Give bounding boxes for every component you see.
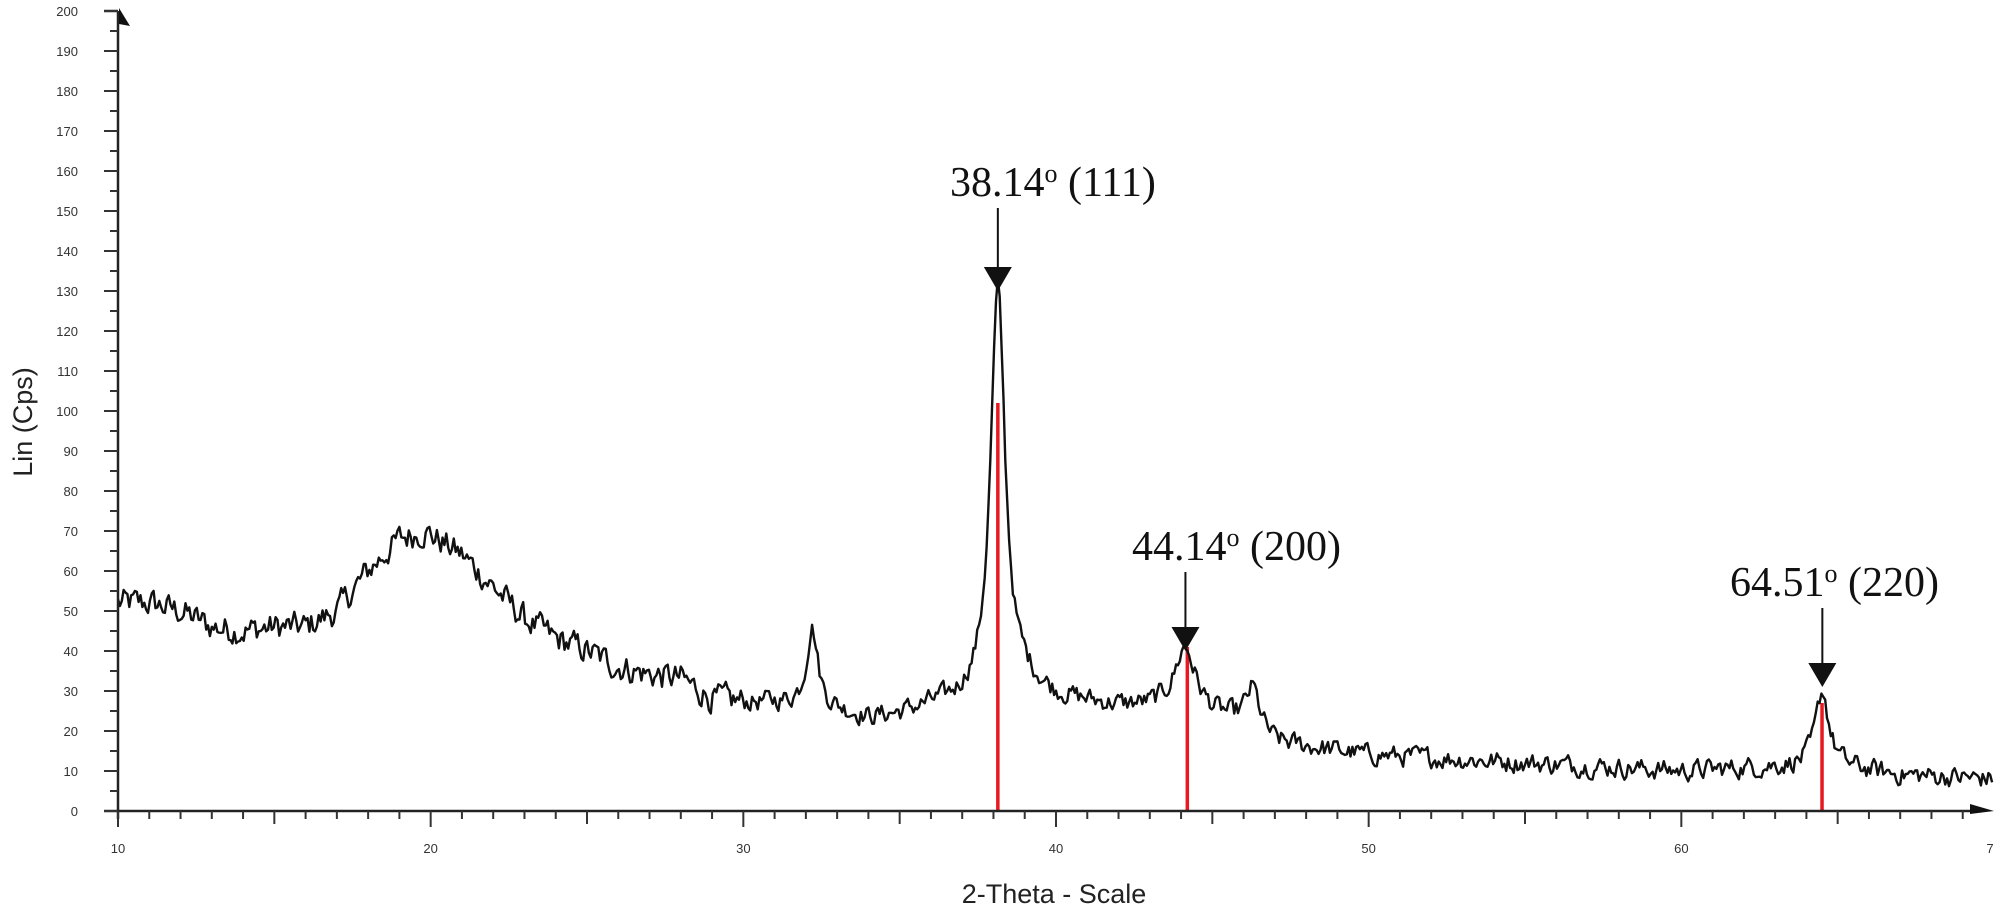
annotation-label: 44.14o (200) bbox=[1132, 523, 1341, 570]
annotation-label: 64.51o (220) bbox=[1730, 559, 1939, 606]
y-axis-arrow-icon bbox=[119, 8, 130, 26]
y-axis-ticks: 0 10 20 30 40 50 60 70 80 90 100 110 120 130 140 150 160… bbox=[56, 4, 118, 819]
peak-annotation: 38.14o (111) bbox=[950, 159, 1156, 291]
down-arrow-icon bbox=[983, 267, 1012, 291]
y-tick-label: 130 bbox=[56, 284, 78, 299]
x-tick-label: 60 bbox=[1674, 841, 1688, 856]
x-tick-label: 10 bbox=[111, 841, 125, 856]
reference-lines bbox=[996, 403, 1824, 811]
y-tick-label: 20 bbox=[64, 724, 78, 739]
peak-annotation: 64.51o (220) bbox=[1730, 559, 1939, 687]
data-series-line bbox=[116, 277, 1994, 788]
y-tick-label: 40 bbox=[64, 644, 78, 659]
y-tick-label: 80 bbox=[64, 484, 78, 499]
y-tick-label: 160 bbox=[56, 164, 78, 179]
peak-annotations: 38.14o (111) 44.14o (200) 64.51o (220) bbox=[950, 159, 1939, 687]
down-arrow-icon bbox=[1171, 627, 1200, 651]
x-tick-label: 40 bbox=[1049, 841, 1063, 856]
axes bbox=[104, 8, 1994, 819]
y-tick-label: 110 bbox=[57, 364, 78, 379]
x-tick-label: 50 bbox=[1361, 841, 1375, 856]
y-tick-label: 60 bbox=[64, 564, 78, 579]
y-tick-label: 50 bbox=[64, 604, 78, 619]
x-axis-title: 2-Theta - Scale bbox=[962, 879, 1147, 909]
y-tick-label: 120 bbox=[56, 324, 78, 339]
x-axis-ticks: 10 20 30 40 50 60 7 bbox=[111, 811, 1994, 856]
y-tick-label: 10 bbox=[64, 764, 78, 779]
y-tick-label: 170 bbox=[56, 124, 78, 139]
x-tick-label: 30 bbox=[736, 841, 750, 856]
down-arrow-icon bbox=[1808, 663, 1837, 687]
y-tick-label: 150 bbox=[56, 204, 78, 219]
y-tick-label: 70 bbox=[64, 524, 78, 539]
x-tick-label: 7 bbox=[1986, 841, 1993, 856]
y-tick-label: 90 bbox=[64, 444, 78, 459]
y-tick-label: 180 bbox=[56, 84, 78, 99]
annotation-label: 38.14o (111) bbox=[950, 159, 1156, 206]
y-tick-label: 190 bbox=[56, 44, 78, 59]
peak-annotation: 44.14o (200) bbox=[1132, 523, 1341, 651]
y-tick-label: 200 bbox=[56, 4, 78, 19]
x-tick-label: 20 bbox=[423, 841, 437, 856]
y-tick-label: 100 bbox=[56, 404, 78, 419]
y-tick-label: 140 bbox=[56, 244, 78, 259]
x-axis-arrow-icon bbox=[1970, 804, 1994, 814]
y-axis-title: Lin (Cps) bbox=[8, 367, 38, 477]
y-tick-label: 0 bbox=[71, 804, 78, 819]
y-tick-label: 30 bbox=[64, 684, 78, 699]
